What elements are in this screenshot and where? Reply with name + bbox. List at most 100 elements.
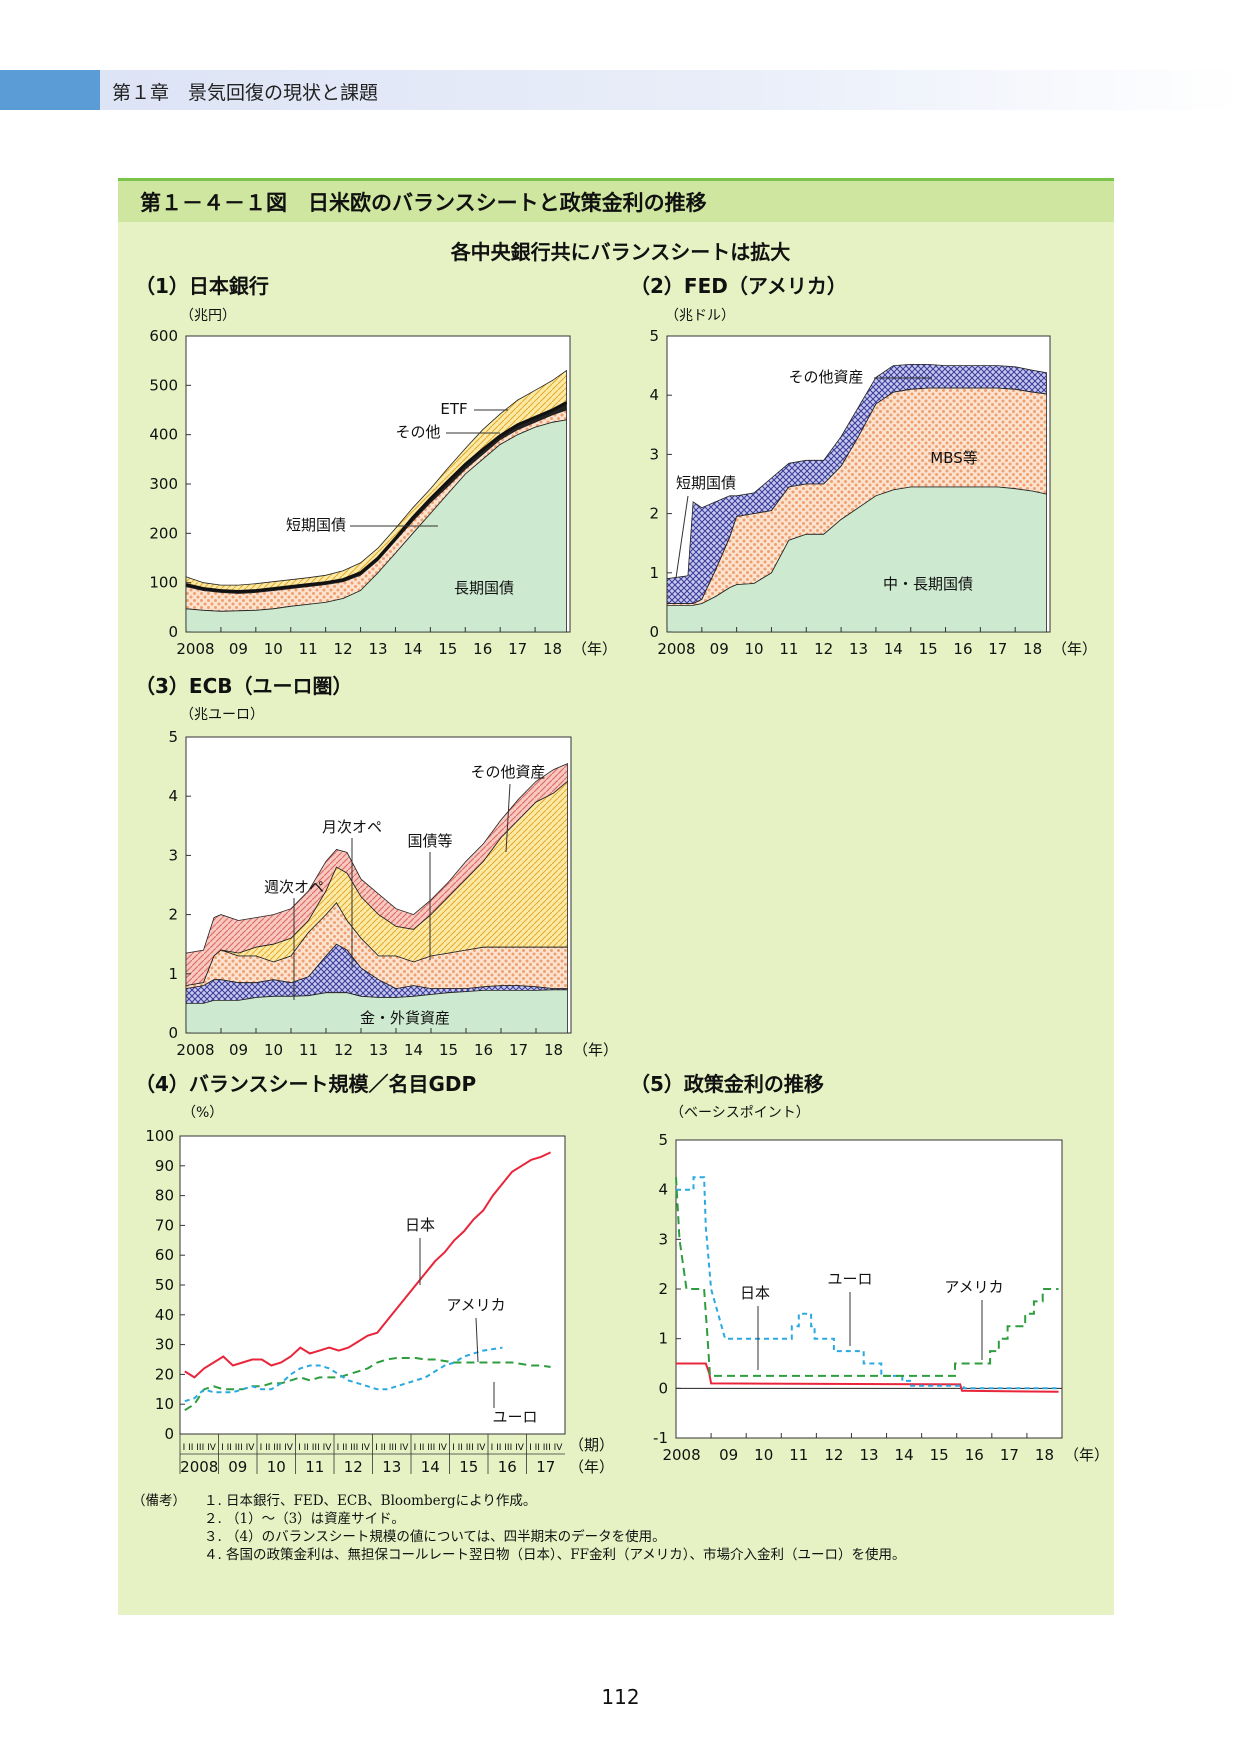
chart5-ytick-label: 3 [658, 1230, 668, 1248]
note-num: １. [204, 1493, 222, 1509]
chart5-xtick-label: 17 [1000, 1446, 1019, 1464]
chart1-xtick-label: 13 [368, 640, 387, 658]
chart1-title: （1）日本銀行 [135, 274, 269, 298]
chart4-quarter-label: I II III IV [298, 1443, 332, 1453]
chart5-ytick-label: 5 [658, 1131, 668, 1149]
chart5-x-suffix: （年） [1064, 1446, 1109, 1464]
figure-title: 第１－４－１図 日米欧のバランスシートと政策金利の推移 [140, 191, 707, 215]
chart1-ytick-label: 300 [149, 475, 178, 493]
chart5-xtick-label: 11 [789, 1446, 808, 1464]
chart1-xtick-label: 18 [543, 640, 562, 658]
chapter-header-band [0, 70, 1241, 110]
chapter-title: 第１章 景気回復の現状と課題 [112, 82, 379, 104]
chart4-ytick-label: 50 [155, 1276, 174, 1294]
chart3-xtick-label: 10 [264, 1041, 283, 1059]
chart3-ytick-label: 0 [168, 1024, 178, 1042]
chart1-ytick-label: 200 [149, 524, 178, 542]
chart5-ytick-label: 1 [658, 1330, 668, 1348]
chart4-year-label: 13 [382, 1458, 401, 1476]
chart4-quarter-label: I II III IV [337, 1443, 371, 1453]
chart3-title: （3）ECB（ユーロ圏） [135, 674, 353, 698]
figure-subtitle: 各中央銀行共にバランスシートは拡大 [450, 240, 791, 264]
chart4-line-2 [184, 1346, 503, 1403]
note-num: ２. [204, 1511, 222, 1527]
chart5-xtick-label: 18 [1035, 1446, 1054, 1464]
chart4-quarter-label: I II III IV [260, 1443, 294, 1453]
chart3-ytick-label: 3 [168, 846, 178, 864]
note-text: （1）～（3）は資産サイド。 [226, 1511, 405, 1527]
chart3-ytick-label: 5 [168, 728, 178, 746]
chart4-quarter-label: I II III IV [491, 1443, 525, 1453]
chart4-year-label: 16 [498, 1458, 517, 1476]
chart2-xtick-label: 09 [710, 640, 729, 658]
chart1-ytick-label: 0 [168, 623, 178, 641]
chart2-xtick-label: 16 [953, 640, 972, 658]
chart4-ytick-label: 80 [155, 1187, 174, 1205]
chart2-area-0 [666, 486, 1047, 633]
chart4-ytick-label: 100 [145, 1127, 174, 1145]
chart1-ytick-label: 600 [149, 327, 178, 345]
chart2-label-short: 短期国債 [676, 474, 736, 492]
chart5-plot-area [675, 1139, 1063, 1439]
chart3-xtick-label: 09 [229, 1041, 248, 1059]
chart4-quarter-label: I II III IV [414, 1443, 448, 1453]
page-number: 112 [601, 1685, 640, 1709]
chart1-xtick-label: 16 [473, 640, 492, 658]
note-text: 各国の政策金利は、無担保コールレート翌日物（日本）、FF金利（アメリカ）、市場介… [226, 1547, 906, 1563]
chart5-label-euro: ユーロ [827, 1270, 872, 1288]
chart4-label-usa: アメリカ [446, 1296, 505, 1314]
notes-head: （備考） [132, 1493, 186, 1509]
chart5-xtick-label: 13 [859, 1446, 878, 1464]
chart5-xtick-label: 09 [719, 1446, 738, 1464]
chart2-xtick-label: 11 [779, 640, 798, 658]
chart5-xtick-label: 10 [754, 1446, 773, 1464]
note-num: ３. [204, 1529, 222, 1545]
chart2-unit: （兆ドル） [665, 308, 735, 324]
chart1-xtick-label: 11 [299, 640, 318, 658]
chart4-quarter-label: I II III IV [375, 1443, 409, 1453]
chart4-year-label: 2008 [180, 1458, 218, 1476]
chart1-ytick-label: 100 [149, 574, 178, 592]
chart4-ytick-label: 10 [155, 1395, 174, 1413]
chart4-title: （4）バランスシート規模／名目GDP [135, 1072, 477, 1096]
chart2-ytick-label: 5 [649, 327, 659, 345]
chart1-xtick-label: 15 [438, 640, 457, 658]
chart4-year-label: 12 [344, 1458, 363, 1476]
chart1-xtick-label: 2008 [176, 640, 214, 658]
chart3-xtick-label: 2008 [176, 1041, 214, 1059]
chart4-x-suffix: （年） [569, 1458, 614, 1476]
chart2-xtick-label: 10 [744, 640, 763, 658]
chart5-title: （5）政策金利の推移 [630, 1072, 824, 1096]
note-text: 日本銀行、FED、ECB、Bloombergにより作成。 [226, 1493, 537, 1509]
chart2-xtick-label: 13 [849, 640, 868, 658]
chart4-ytick-label: 0 [164, 1425, 174, 1443]
chapter-header-tab [0, 70, 100, 110]
chart4-label-japan: 日本 [405, 1216, 435, 1234]
chart5-xtick-label: 14 [895, 1446, 914, 1464]
chart4-plot-area [179, 1135, 566, 1435]
chart3-xtick-label: 17 [509, 1041, 528, 1059]
chart4-quarter-label: I II III IV [221, 1443, 255, 1453]
chart1-label-short: 短期国債 [286, 516, 346, 534]
chart4-year-label: 14 [421, 1458, 440, 1476]
chart4-quarter-label: I II III IV [183, 1443, 217, 1453]
chart2-label-mbs: MBS等 [930, 449, 978, 467]
figure-notes: （備考） １. 日本銀行、FED、ECB、Bloombergにより作成。 ２. （1）… [132, 1492, 1086, 1564]
chart3-unit: （兆ユーロ） [180, 707, 264, 723]
chart2-x-suffix: （年） [1052, 640, 1097, 658]
chart3-ytick-label: 1 [168, 965, 178, 983]
chart4-ytick-label: 70 [155, 1216, 174, 1234]
chart4-line-0 [184, 1151, 552, 1379]
chart4-quarter-label: I II III IV [529, 1443, 563, 1453]
chart3-x-suffix: （年） [573, 1041, 618, 1059]
chart2-xtick-label: 2008 [657, 640, 695, 658]
chart5-ytick-label: 2 [658, 1280, 668, 1298]
chart4-ytick-label: 30 [155, 1336, 174, 1354]
chart2-ytick-label: 0 [649, 623, 659, 641]
chart5-line-2 [675, 1177, 1059, 1377]
chart3-label-other: その他資産 [470, 763, 545, 781]
chart3-xtick-label: 13 [369, 1041, 388, 1059]
chart5-ytick-label: -1 [653, 1429, 668, 1447]
chart4-year-label: 11 [305, 1458, 324, 1476]
chart4-leader-usa [475, 1317, 479, 1363]
